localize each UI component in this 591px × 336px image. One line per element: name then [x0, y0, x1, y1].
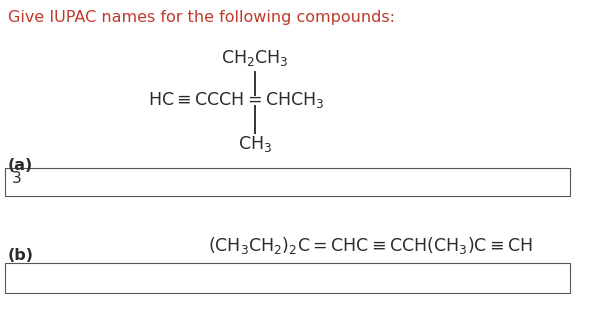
Text: 3: 3: [12, 171, 22, 186]
Text: CH$_3$: CH$_3$: [238, 134, 272, 154]
Text: (CH$_3$CH$_2$)$_2$C$=$CHC$\equiv$CCH(CH$_3$)C$\equiv$CH: (CH$_3$CH$_2$)$_2$C$=$CHC$\equiv$CCH(CH$…: [207, 235, 532, 256]
Text: Give IUPAC names for the following compounds:: Give IUPAC names for the following compo…: [8, 10, 395, 25]
Text: CH$_2$CH$_3$: CH$_2$CH$_3$: [221, 48, 289, 68]
Text: HC$\equiv$CCCH$=$CHCH$_3$: HC$\equiv$CCCH$=$CHCH$_3$: [148, 90, 324, 110]
Text: (a): (a): [8, 158, 33, 173]
Bar: [5, 263, 570, 293]
Bar: [5, 168, 570, 196]
Text: (b): (b): [8, 248, 34, 263]
